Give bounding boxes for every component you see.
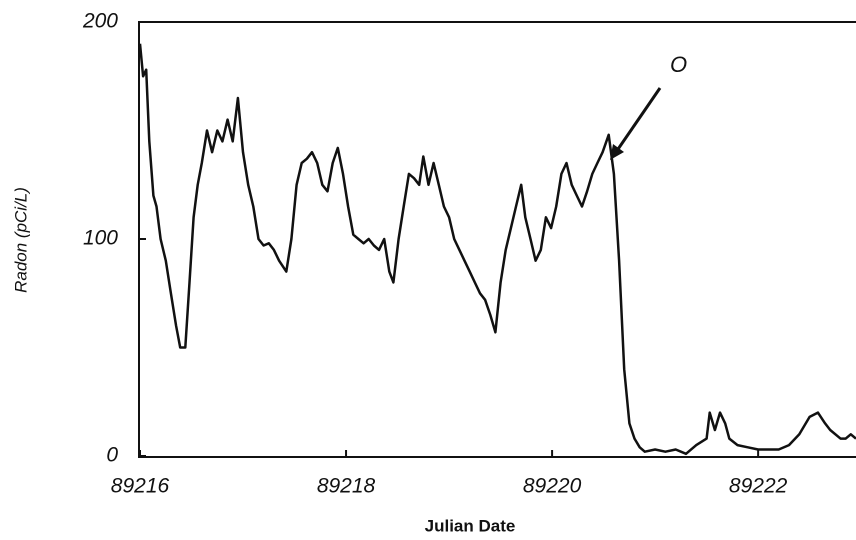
y-tick-label: 200 bbox=[82, 10, 118, 33]
x-axis-title: Julian Date bbox=[425, 516, 516, 535]
annotation-text: O bbox=[670, 52, 687, 77]
x-tick-label: 89218 bbox=[317, 475, 376, 498]
y-axis-title: Radon (pCi/L) bbox=[11, 187, 30, 293]
x-tick-label: 89222 bbox=[729, 475, 788, 498]
x-tick-label: 89220 bbox=[523, 475, 582, 498]
y-tick-label: 100 bbox=[83, 227, 118, 250]
x-tick-label: 89216 bbox=[111, 475, 170, 498]
annotation-arrow bbox=[612, 87, 662, 156]
data-line bbox=[138, 43, 856, 456]
y-tick-label: 0 bbox=[106, 444, 118, 467]
arrow-head bbox=[610, 144, 624, 160]
